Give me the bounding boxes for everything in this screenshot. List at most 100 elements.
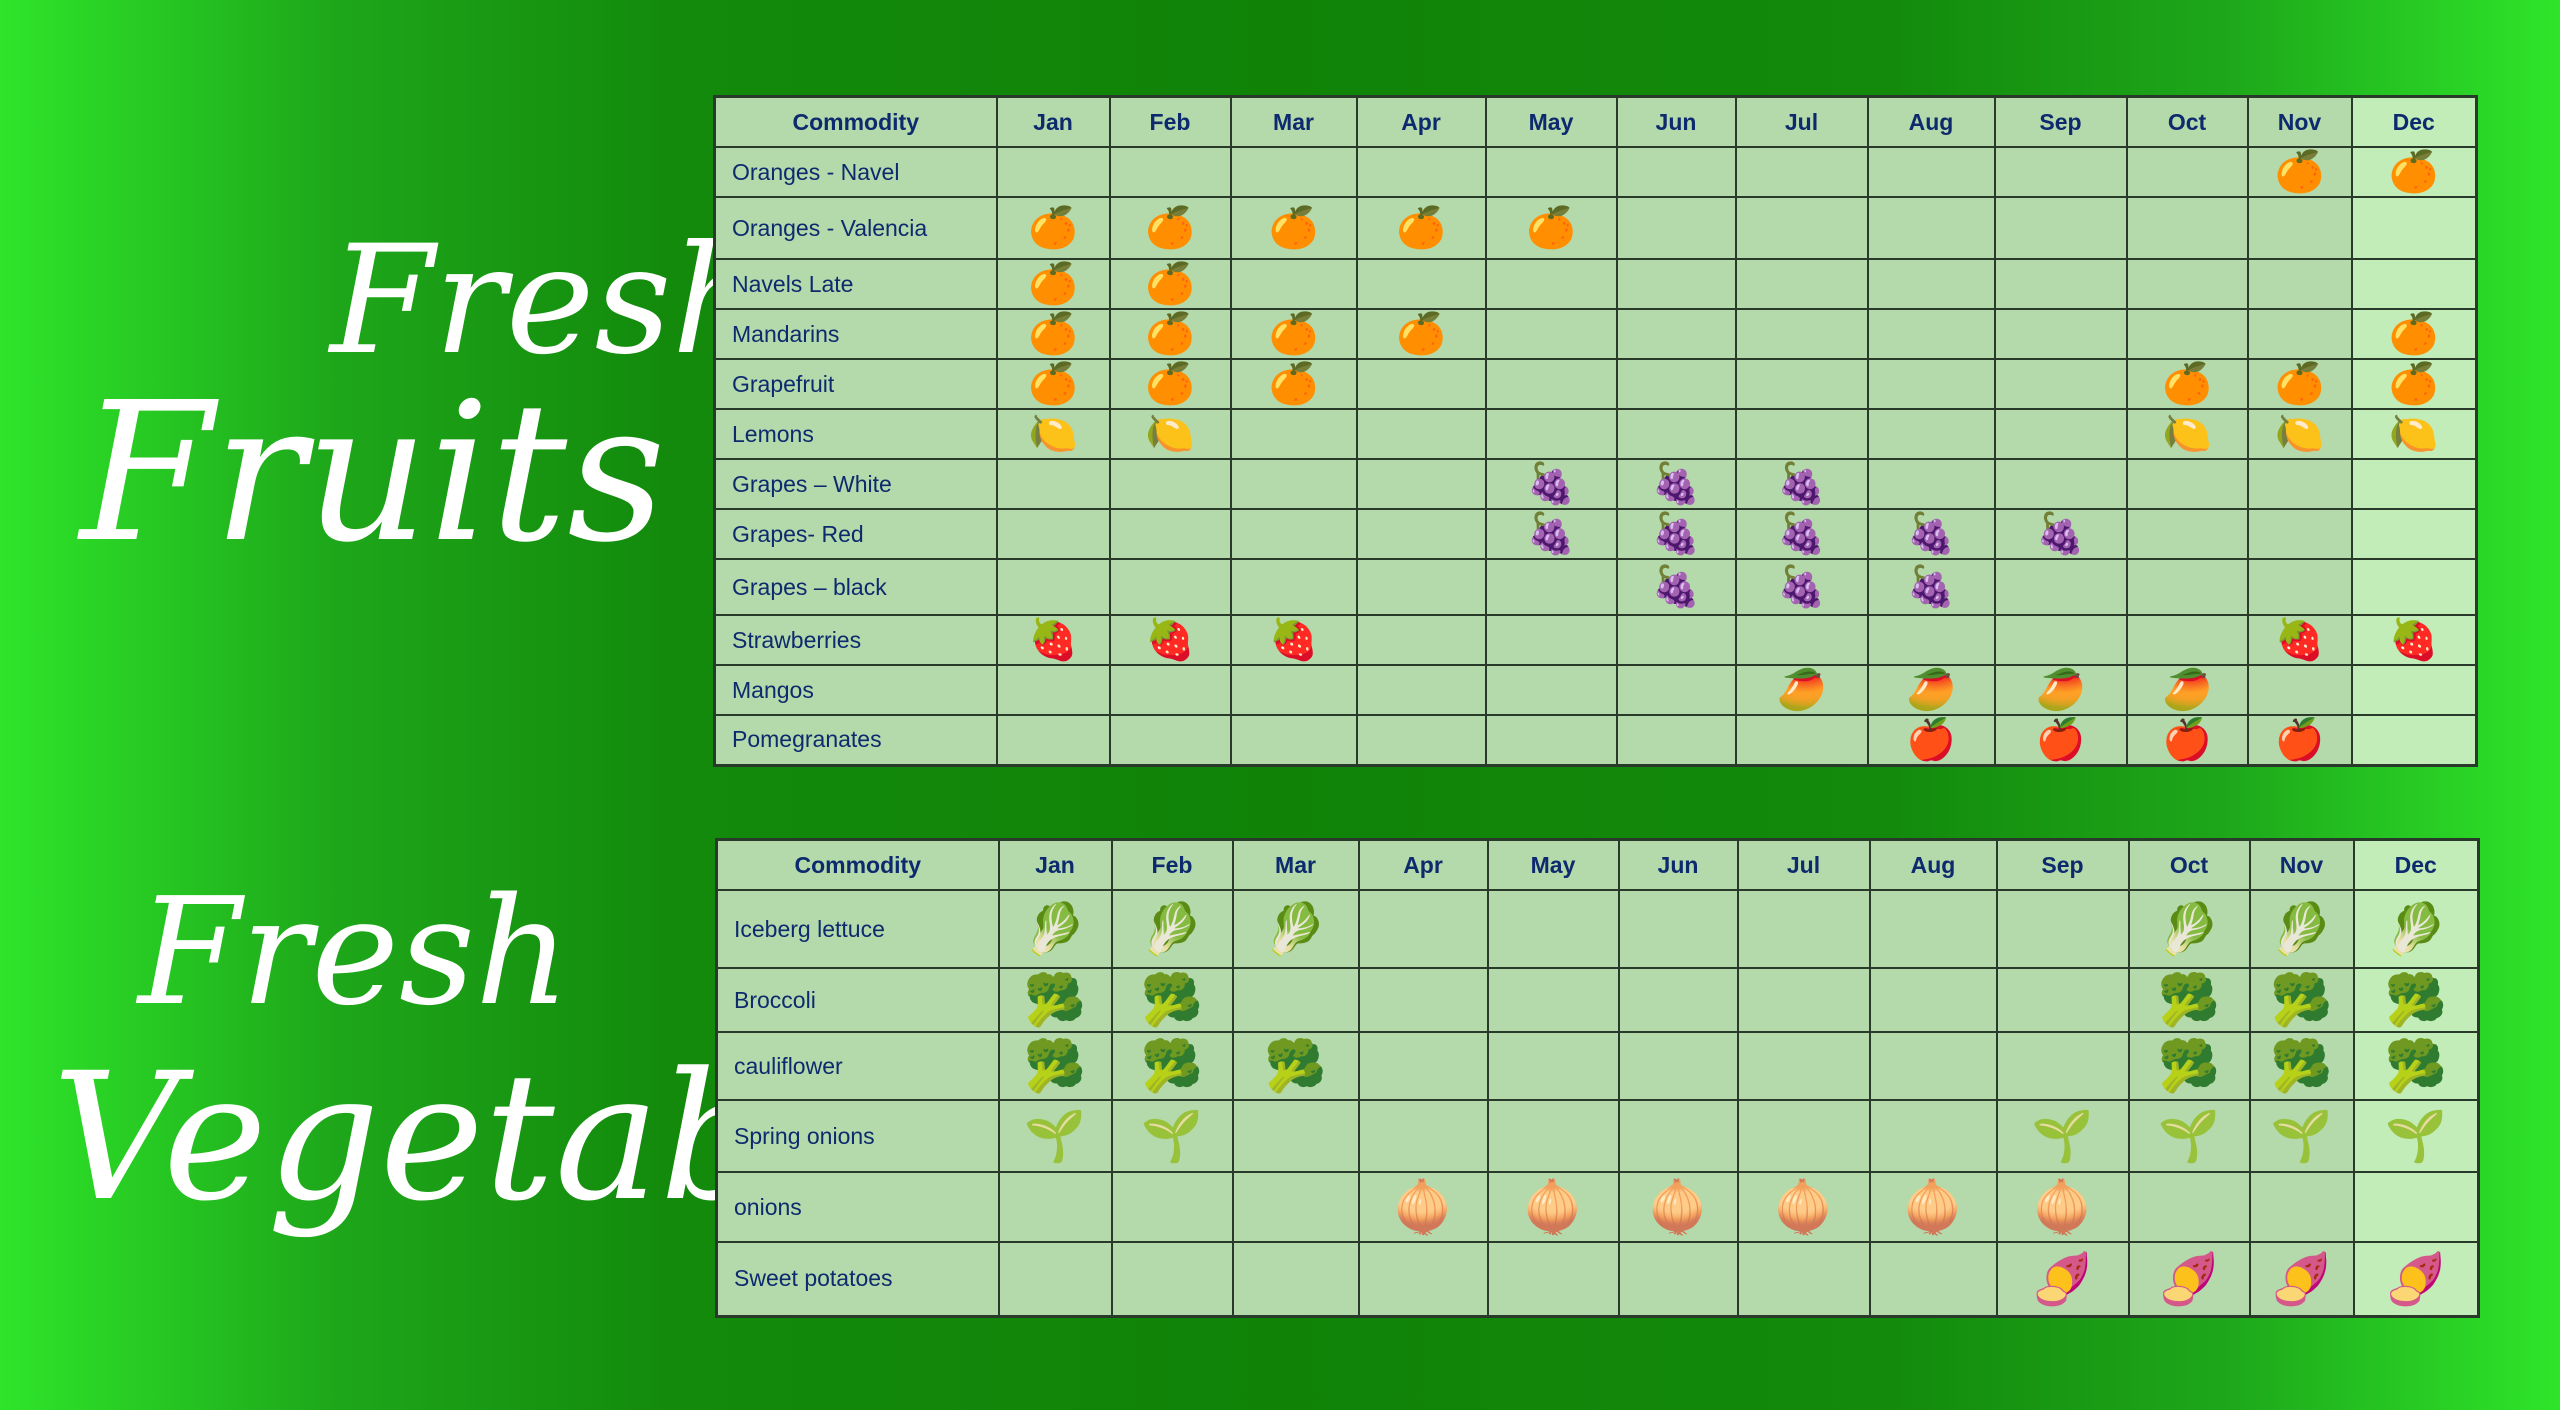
season-cell-dec: 🥦	[2352, 967, 2480, 1033]
season-cell-apr	[1355, 558, 1487, 616]
commodity-name: cauliflower	[715, 1031, 1000, 1101]
season-cell-dec: 🥬	[2352, 889, 2480, 969]
season-cell-mar: 🍊	[1229, 308, 1358, 360]
table-row: Grapes- Red 🍇 🍇 🍇 🍇 🍇	[713, 508, 2478, 560]
season-cell-jun	[1617, 1241, 1739, 1317]
season-cell-dec	[2350, 664, 2478, 716]
season-cell-jun	[1617, 1031, 1739, 1101]
orange-icon: 🍊	[1268, 206, 1319, 250]
season-cell-jun	[1615, 258, 1737, 310]
season-cell-dec	[2350, 558, 2478, 616]
mango-icon: 🥭	[2162, 668, 2212, 712]
vegetables-title-fresh: Fresh	[138, 866, 571, 1038]
season-cell-jul	[1736, 967, 1871, 1033]
month-header-oct: Oct	[2127, 838, 2251, 891]
season-cell-nov: 🍊	[2246, 146, 2353, 198]
season-cell-jun: 🍇	[1615, 458, 1737, 510]
season-cell-jun	[1615, 308, 1737, 360]
season-cell-apr: 🧅	[1357, 1171, 1489, 1243]
season-cell-sep	[1995, 889, 2130, 969]
season-cell-mar	[1229, 508, 1358, 560]
season-cell-jan	[995, 458, 1111, 510]
month-header-apr: Apr	[1355, 95, 1487, 148]
season-cell-jun	[1617, 1099, 1739, 1173]
season-cell-aug	[1866, 146, 1996, 198]
season-cell-mar: 🥦	[1231, 1031, 1360, 1101]
season-cell-sep	[1995, 967, 2130, 1033]
spring-onion-icon: 🌱	[1140, 1108, 1204, 1164]
month-header-sep: Sep	[1995, 838, 2130, 891]
orange-icon: 🍊	[1028, 206, 1078, 250]
season-cell-jun	[1615, 358, 1737, 410]
season-cell-oct	[2125, 508, 2249, 560]
season-cell-nov: 🍠	[2248, 1241, 2355, 1317]
orange-icon: 🍊	[1145, 206, 1195, 250]
strawberry-icon: 🍓	[1145, 618, 1195, 662]
season-cell-jan	[995, 558, 1111, 616]
month-header-jun: Jun	[1615, 95, 1737, 148]
season-cell-may: 🍊	[1484, 196, 1618, 260]
mandarin-icon: 🍊	[1396, 312, 1446, 356]
season-cell-sep: 🌱	[1995, 1099, 2130, 1173]
season-cell-jun	[1615, 664, 1737, 716]
season-cell-feb	[1108, 458, 1232, 510]
season-cell-aug	[1866, 408, 1996, 460]
season-cell-nov	[2246, 308, 2353, 360]
season-cell-jun: 🍇	[1615, 558, 1737, 616]
grapefruit-icon: 🍊	[2162, 362, 2212, 406]
season-cell-oct	[2125, 258, 2249, 310]
grapefruit-icon: 🍊	[1028, 362, 1078, 406]
season-cell-nov: 🍎	[2246, 714, 2353, 766]
season-cell-jun	[1615, 614, 1737, 666]
table-row: cauliflower 🥦 🥦 🥦 🥦 🥦 🥦	[715, 1031, 2480, 1101]
season-cell-feb	[1110, 1241, 1234, 1317]
season-cell-jun	[1617, 889, 1739, 969]
season-cell-mar	[1231, 1171, 1360, 1243]
season-cell-feb	[1108, 664, 1232, 716]
month-header-oct: Oct	[2125, 95, 2249, 148]
season-cell-dec	[2350, 508, 2478, 560]
season-cell-jun	[1617, 967, 1739, 1033]
season-cell-dec: 🌱	[2352, 1099, 2480, 1173]
season-cell-mar	[1229, 714, 1358, 766]
season-cell-jan	[995, 714, 1111, 766]
season-cell-apr	[1355, 508, 1487, 560]
table-row: onions 🧅 🧅 🧅 🧅 🧅 🧅	[715, 1171, 2480, 1243]
broccoli-icon: 🥦	[1140, 972, 1204, 1028]
onion-icon: 🧅	[1901, 1179, 1965, 1235]
season-cell-mar	[1229, 258, 1358, 310]
season-cell-jul	[1734, 714, 1869, 766]
month-header-jan: Jan	[995, 95, 1111, 148]
season-cell-nov	[2246, 508, 2353, 560]
season-cell-aug: 🍇	[1866, 508, 1996, 560]
onion-icon: 🧅	[1772, 1179, 1835, 1235]
season-cell-jan: 🥦	[997, 967, 1113, 1033]
commodity-name: Grapes – White	[713, 458, 998, 510]
table-row: Grapes – black 🍇 🍇 🍇	[713, 558, 2478, 616]
season-cell-jul	[1736, 1241, 1871, 1317]
season-cell-apr	[1355, 258, 1487, 310]
season-cell-aug	[1866, 358, 1996, 410]
season-cell-oct: 🍠	[2127, 1241, 2251, 1317]
table-row: Navels Late 🍊 🍊	[713, 258, 2478, 310]
pomegranate-icon: 🍎	[1906, 717, 1956, 762]
broccoli-icon: 🥦	[1023, 972, 1087, 1028]
lettuce-icon: 🥬	[1264, 901, 1327, 957]
season-cell-jul	[1736, 1031, 1871, 1101]
white-grapes-icon: 🍇	[1526, 462, 1576, 506]
commodity-header: Commodity	[715, 838, 1000, 891]
season-cell-nov: 🍋	[2246, 408, 2353, 460]
season-cell-jun	[1615, 196, 1737, 260]
onion-icon: 🧅	[1391, 1179, 1455, 1235]
season-cell-mar	[1231, 1241, 1360, 1317]
season-cell-sep	[1993, 558, 2128, 616]
season-cell-jan: 🥦	[997, 1031, 1113, 1101]
season-cell-mar: 🍊	[1229, 196, 1358, 260]
season-cell-oct	[2125, 458, 2249, 510]
pomegranate-icon: 🍎	[2162, 717, 2212, 762]
spring-onion-icon: 🌱	[1023, 1108, 1087, 1164]
season-cell-dec	[2350, 258, 2478, 310]
season-cell-may	[1486, 1099, 1620, 1173]
cauliflower-icon: 🥦	[2270, 1038, 2333, 1094]
season-cell-dec	[2350, 196, 2478, 260]
